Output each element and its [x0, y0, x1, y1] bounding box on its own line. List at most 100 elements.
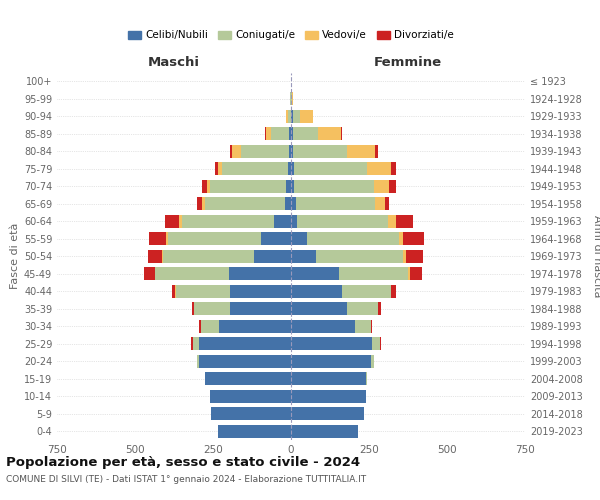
Bar — [410, 267, 422, 280]
Bar — [223, 162, 288, 175]
Bar — [291, 320, 355, 333]
Bar — [286, 110, 288, 123]
Bar — [202, 197, 205, 210]
Bar — [291, 302, 347, 316]
Bar — [380, 337, 381, 350]
Bar — [166, 232, 168, 245]
Bar — [297, 214, 388, 228]
Bar — [148, 250, 162, 263]
Bar — [291, 390, 366, 403]
Bar — [347, 302, 379, 316]
Bar — [291, 214, 297, 228]
Bar — [293, 110, 301, 123]
Bar — [291, 127, 293, 140]
Bar — [179, 214, 182, 228]
Bar — [197, 354, 199, 368]
Bar — [291, 337, 372, 350]
Bar — [379, 302, 382, 316]
Text: Femmine: Femmine — [374, 56, 442, 69]
Bar — [293, 144, 347, 158]
Bar — [165, 214, 179, 228]
Bar — [408, 267, 410, 280]
Bar — [155, 267, 229, 280]
Bar — [163, 250, 254, 263]
Bar — [289, 127, 291, 140]
Bar — [230, 284, 291, 298]
Bar — [144, 267, 155, 280]
Bar — [168, 232, 262, 245]
Text: Maschi: Maschi — [148, 56, 200, 69]
Bar — [347, 144, 375, 158]
Bar — [210, 390, 291, 403]
Bar — [191, 337, 193, 350]
Bar — [294, 180, 374, 193]
Bar — [389, 180, 395, 193]
Bar — [375, 197, 385, 210]
Bar — [406, 250, 423, 263]
Bar — [371, 320, 372, 333]
Bar — [388, 214, 395, 228]
Bar — [274, 214, 291, 228]
Y-axis label: Fasce di età: Fasce di età — [10, 223, 20, 290]
Bar — [215, 162, 218, 175]
Bar — [296, 197, 375, 210]
Bar — [291, 407, 364, 420]
Bar — [288, 110, 291, 123]
Bar — [193, 337, 199, 350]
Bar — [291, 197, 296, 210]
Bar — [391, 162, 395, 175]
Bar — [199, 337, 291, 350]
Bar — [291, 232, 307, 245]
Bar — [291, 424, 358, 438]
Bar — [316, 250, 403, 263]
Bar — [210, 180, 286, 193]
Bar — [218, 424, 291, 438]
Bar — [291, 250, 316, 263]
Bar — [291, 267, 340, 280]
Bar — [286, 180, 291, 193]
Bar — [200, 320, 219, 333]
Bar — [291, 92, 292, 106]
Bar — [230, 302, 291, 316]
Bar — [372, 337, 380, 350]
Bar — [290, 92, 291, 106]
Bar — [291, 110, 293, 123]
Bar — [403, 232, 424, 245]
Bar — [355, 320, 371, 333]
Bar — [182, 214, 274, 228]
Bar — [317, 127, 341, 140]
Bar — [391, 284, 396, 298]
Bar — [197, 197, 202, 210]
Bar — [241, 144, 289, 158]
Bar — [374, 180, 389, 193]
Text: COMUNE DI SILVI (TE) - Dati ISTAT 1° gennaio 2024 - Elaborazione TUTTITALIA.IT: COMUNE DI SILVI (TE) - Dati ISTAT 1° gen… — [6, 475, 366, 484]
Bar — [194, 302, 230, 316]
Bar — [291, 162, 294, 175]
Bar — [367, 162, 391, 175]
Bar — [301, 110, 313, 123]
Y-axis label: Anni di nascita: Anni di nascita — [592, 215, 600, 298]
Bar — [343, 284, 391, 298]
Bar — [176, 284, 230, 298]
Bar — [192, 302, 194, 316]
Bar — [162, 250, 163, 263]
Bar — [294, 162, 367, 175]
Bar — [229, 267, 291, 280]
Bar — [375, 144, 379, 158]
Bar — [149, 232, 166, 245]
Legend: Celibi/Nubili, Coniugati/e, Vedovi/e, Divorziati/e: Celibi/Nubili, Coniugati/e, Vedovi/e, Di… — [124, 26, 458, 44]
Bar — [403, 250, 406, 263]
Bar — [291, 372, 366, 386]
Bar — [366, 372, 367, 386]
Bar — [207, 180, 210, 193]
Bar — [291, 180, 294, 193]
Bar — [199, 320, 200, 333]
Bar — [398, 232, 403, 245]
Bar — [307, 232, 398, 245]
Bar — [199, 354, 291, 368]
Bar — [211, 407, 291, 420]
Bar — [254, 250, 291, 263]
Bar — [291, 354, 371, 368]
Bar — [292, 92, 293, 106]
Bar — [219, 320, 291, 333]
